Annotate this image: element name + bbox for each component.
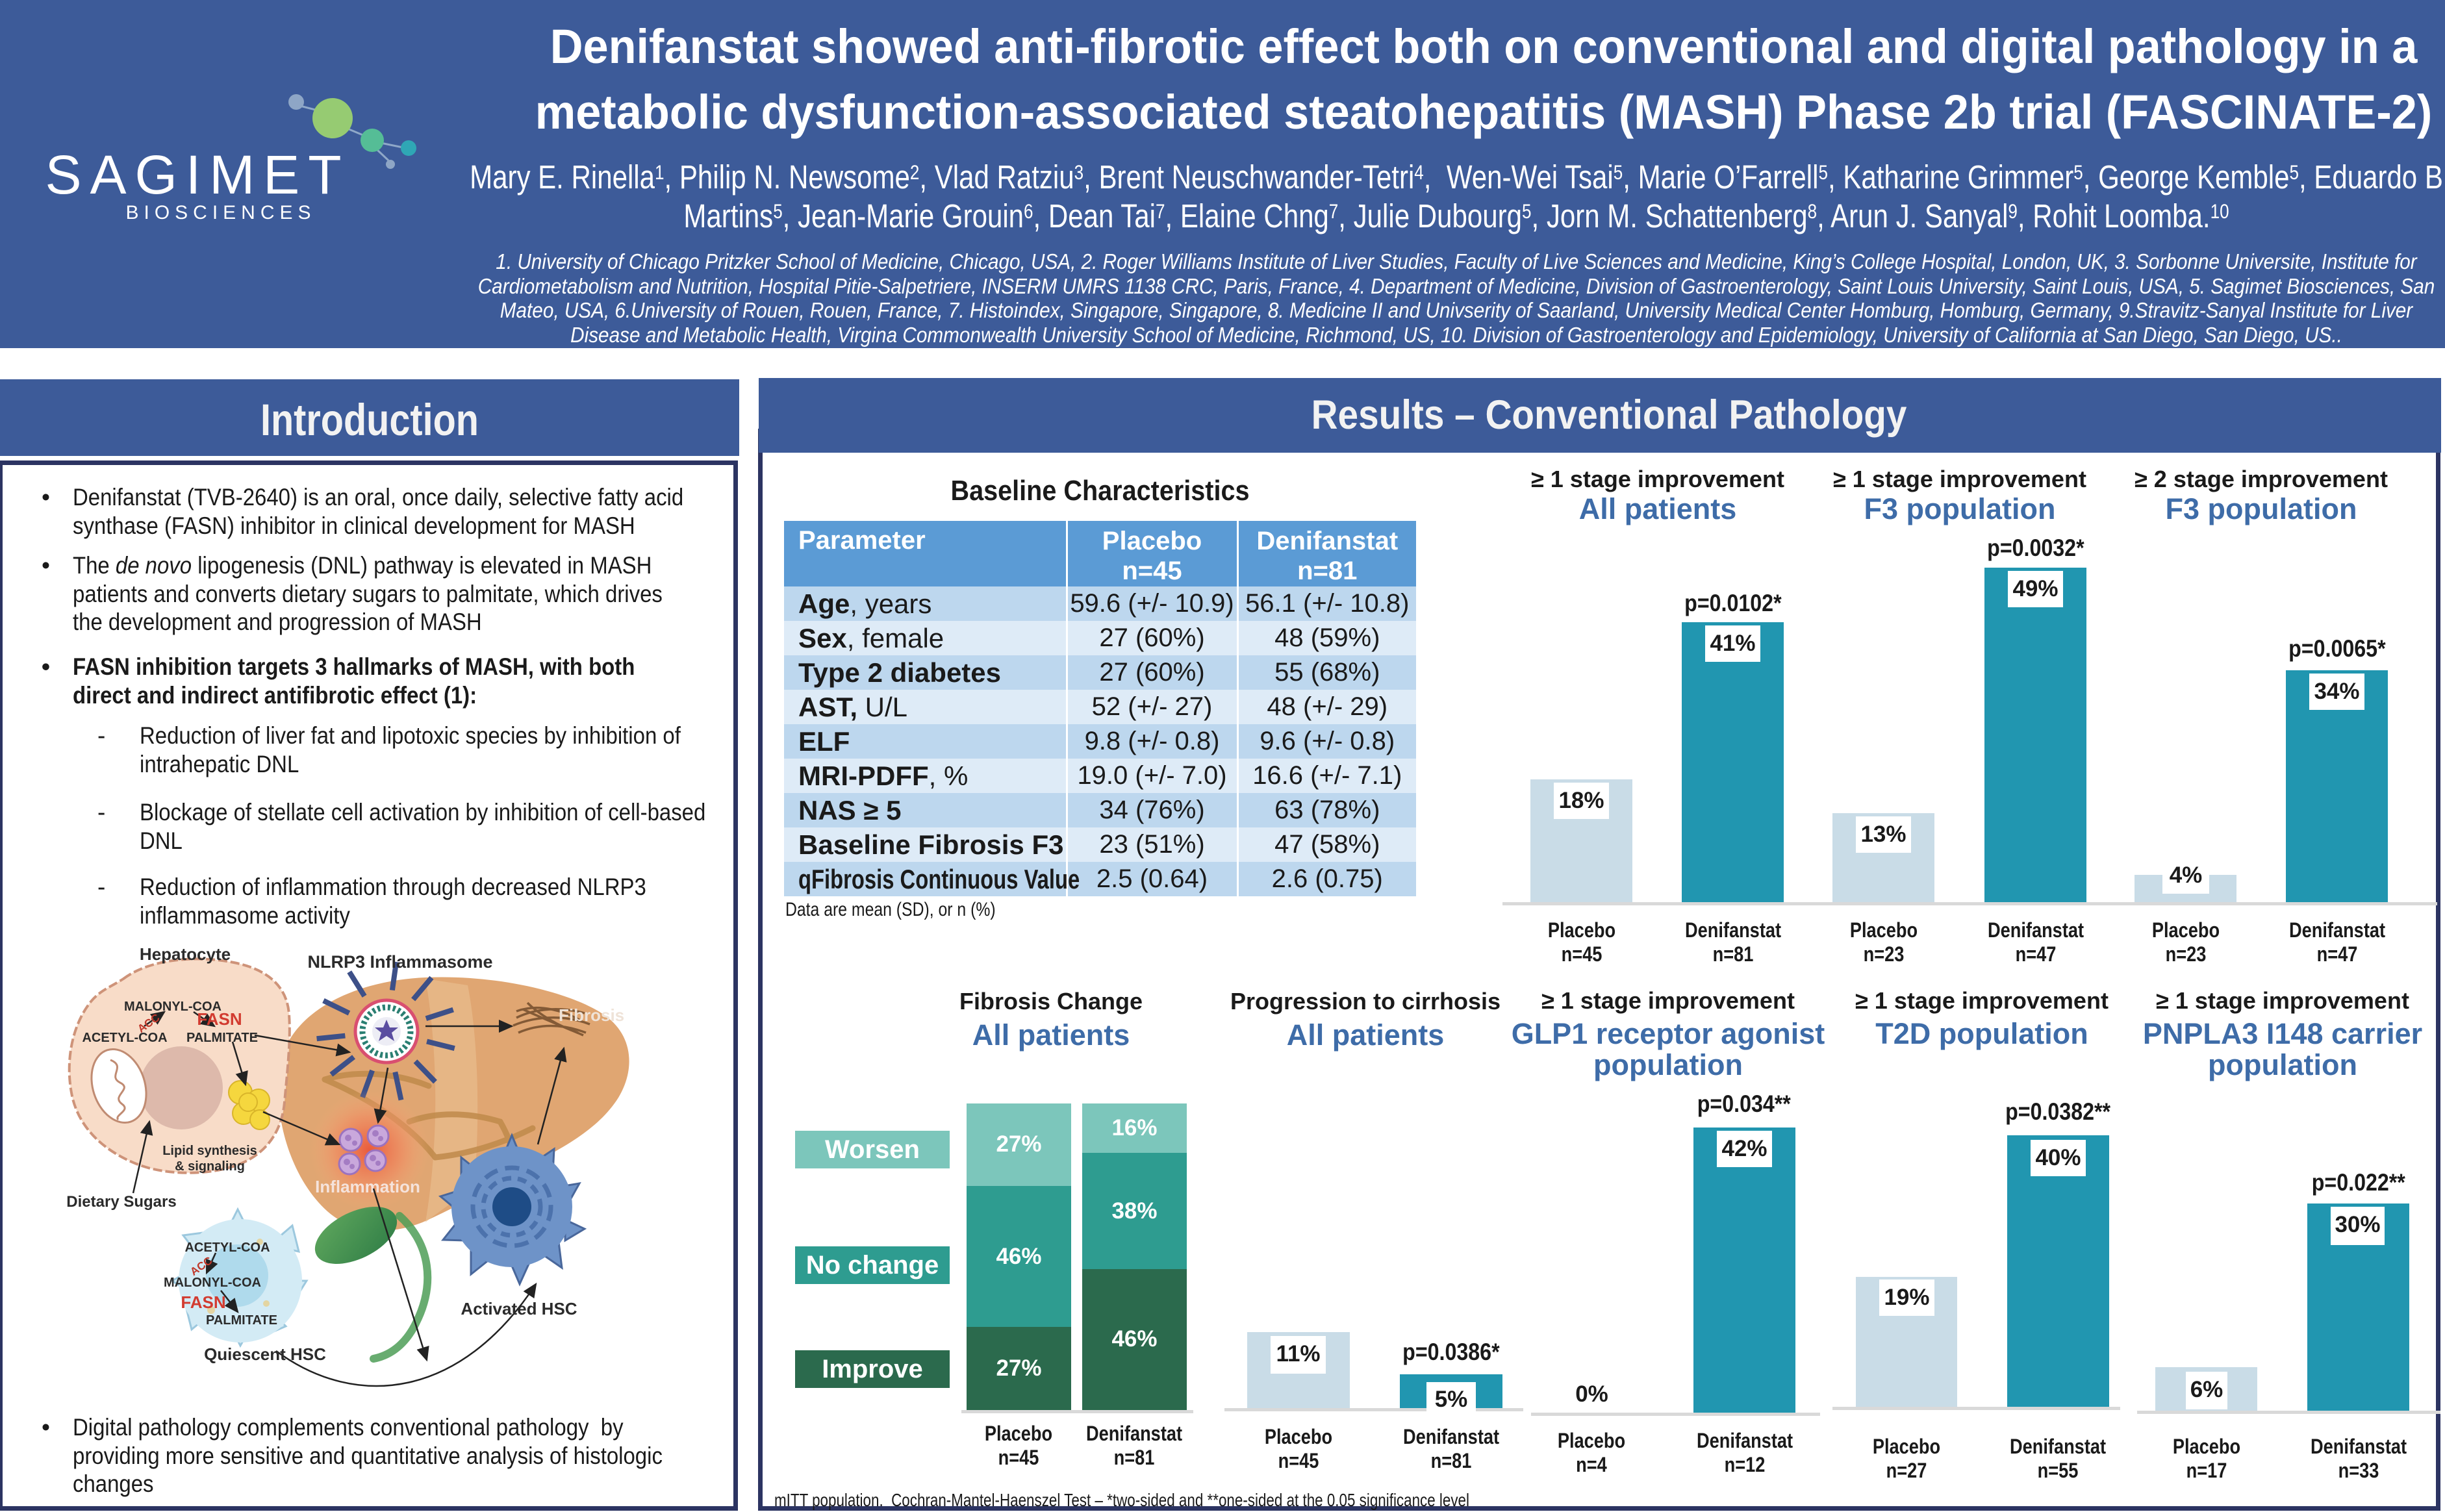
svg-text:PALMITATE: PALMITATE (206, 1313, 277, 1328)
svg-text:Lipid synthesis: Lipid synthesis (162, 1144, 257, 1158)
svg-text:Quiescent HSC: Quiescent HSC (204, 1344, 326, 1364)
svg-text:MALONYL-COA: MALONYL-COA (124, 1000, 222, 1014)
svg-text:FASN: FASN (181, 1292, 225, 1312)
svg-text:ACETYL-COA: ACETYL-COA (82, 1031, 167, 1045)
svg-text:SAGIMET: SAGIMET (45, 144, 349, 205)
svg-text:& signaling: & signaling (175, 1159, 245, 1174)
svg-text:PALMITATE: PALMITATE (186, 1031, 258, 1045)
svg-text:MALONYL-COA: MALONYL-COA (164, 1276, 261, 1290)
svg-text:FASN: FASN (197, 1009, 242, 1029)
svg-text:Fibrosis: Fibrosis (559, 1005, 624, 1025)
svg-text:Hepatocyte: Hepatocyte (140, 944, 231, 964)
svg-text:ACETYL-COA: ACETYL-COA (184, 1241, 270, 1255)
svg-text:Activated HSC: Activated HSC (461, 1299, 577, 1318)
svg-text:BIOSCIENCES: BIOSCIENCES (125, 202, 316, 223)
svg-text:Inflammation: Inflammation (315, 1177, 420, 1196)
svg-text:NLRP3 Inflammasome: NLRP3 Inflammasome (307, 952, 492, 972)
svg-text:Dietary Sugars: Dietary Sugars (66, 1193, 176, 1211)
